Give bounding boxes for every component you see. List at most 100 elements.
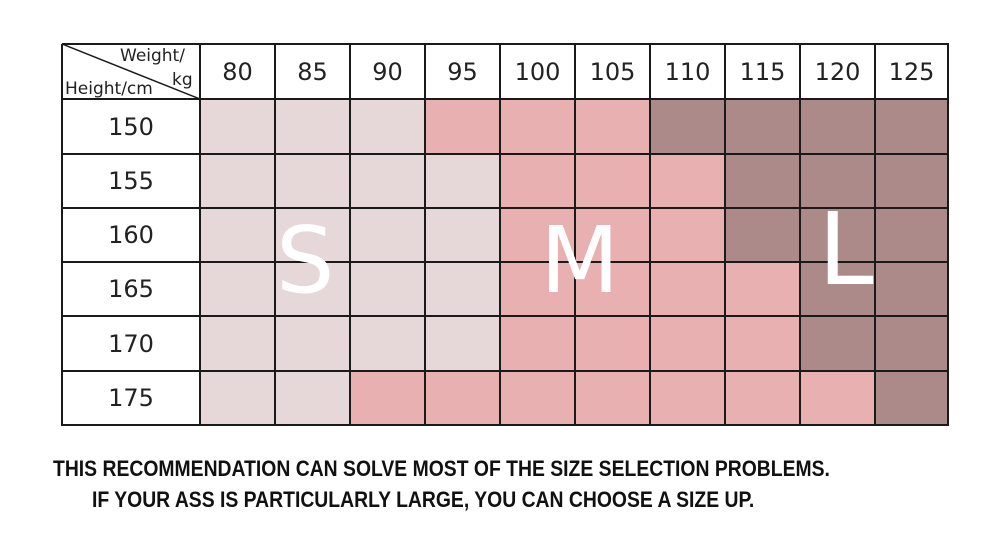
size-cell-175-85 (275, 371, 350, 425)
height-axis-label: Height/cm (65, 79, 153, 99)
corner-diagonal (62, 44, 200, 99)
grid-vline (799, 44, 801, 426)
size-cell-165-85 (275, 262, 350, 316)
grid-hline (62, 424, 949, 426)
grid-vline (499, 44, 501, 426)
height-header-175: 175 (108, 384, 154, 412)
grid-vline (947, 44, 949, 426)
size-cell-160-120 (800, 208, 875, 262)
size-cell-170-125 (875, 316, 948, 371)
note-line-1: THIS RECOMMENDATION CAN SOLVE MOST OF TH… (53, 456, 830, 481)
weight-header-95: 95 (447, 58, 478, 86)
size-cell-165-100 (500, 262, 575, 316)
grid-hline (62, 261, 949, 263)
size-cell-150-80 (200, 99, 275, 154)
size-cell-150-120 (800, 99, 875, 154)
size-cell-175-125 (875, 371, 948, 425)
size-cell-150-115 (725, 99, 800, 154)
size-cell-155-85 (275, 154, 350, 208)
grid-hline (62, 153, 949, 155)
weight-header-90: 90 (372, 58, 403, 86)
size-cell-160-100 (500, 208, 575, 262)
size-cell-175-95 (425, 371, 500, 425)
size-cell-155-125 (875, 154, 948, 208)
size-cell-175-120 (800, 371, 875, 425)
size-cell-170-85 (275, 316, 350, 371)
size-cell-170-95 (425, 316, 500, 371)
weight-header-85: 85 (297, 58, 328, 86)
size-cell-170-90 (350, 316, 425, 371)
size-cell-150-85 (275, 99, 350, 154)
height-header-155: 155 (108, 167, 154, 195)
size-cell-155-120 (800, 154, 875, 208)
size-cell-165-115 (725, 262, 800, 316)
size-cell-165-120 (800, 262, 875, 316)
grid-vline (874, 44, 876, 426)
grid-vline (424, 44, 426, 426)
size-cell-165-80 (200, 262, 275, 316)
size-cell-175-80 (200, 371, 275, 425)
grid-vline (349, 44, 351, 426)
weight-header-110: 110 (664, 58, 711, 86)
grid-vline (574, 44, 576, 426)
grid-vline (61, 44, 63, 426)
size-cell-155-95 (425, 154, 500, 208)
size-cell-160-110 (650, 208, 725, 262)
size-cell-160-115 (725, 208, 800, 262)
size-cell-160-105 (575, 208, 650, 262)
size-cell-160-85 (275, 208, 350, 262)
weight-header-105: 105 (589, 58, 636, 86)
size-cell-155-105 (575, 154, 650, 208)
weight-header-125: 125 (888, 58, 935, 86)
size-cell-170-105 (575, 316, 650, 371)
weight-header-120: 120 (814, 58, 861, 86)
grid-hline (62, 207, 949, 209)
weight-header-100: 100 (514, 58, 561, 86)
height-header-170: 170 (108, 329, 154, 358)
grid-hline (62, 370, 949, 372)
size-cell-175-110 (650, 371, 725, 425)
size-cell-165-90 (350, 262, 425, 316)
size-cell-175-90 (350, 371, 425, 425)
size-cell-155-115 (725, 154, 800, 208)
size-cell-170-115 (725, 316, 800, 371)
size-cell-155-90 (350, 154, 425, 208)
weight-header-115: 115 (739, 58, 786, 86)
grid-vline (724, 44, 726, 426)
size-cell-175-115 (725, 371, 800, 425)
size-cell-165-110 (650, 262, 725, 316)
size-cell-170-120 (800, 316, 875, 371)
size-cell-175-100 (500, 371, 575, 425)
height-header-165: 165 (108, 275, 154, 303)
size-cell-150-125 (875, 99, 948, 154)
size-cell-150-95 (425, 99, 500, 154)
size-cell-165-125 (875, 262, 948, 316)
size-cell-170-80 (200, 316, 275, 371)
size-letter-M: M (540, 207, 620, 314)
size-cell-160-95 (425, 208, 500, 262)
grid-hline (62, 98, 949, 100)
size-cell-175-105 (575, 371, 650, 425)
grid-vline (199, 44, 201, 426)
height-header-150: 150 (108, 112, 154, 141)
size-cell-155-110 (650, 154, 725, 208)
size-cell-160-125 (875, 208, 948, 262)
size-cell-150-110 (650, 99, 725, 154)
grid-hline (62, 315, 949, 317)
size-cell-170-110 (650, 316, 725, 371)
note-line-2: IF YOUR ASS IS PARTICULARLY LARGE, YOU C… (92, 487, 755, 512)
size-cell-170-100 (500, 316, 575, 371)
size-cell-150-100 (500, 99, 575, 154)
size-cell-165-95 (425, 262, 500, 316)
weight-header-80: 80 (222, 58, 253, 86)
size-letter-L: L (818, 191, 874, 308)
weight-axis-label: Weight/ (120, 46, 185, 66)
size-cell-160-80 (200, 208, 275, 262)
size-cell-150-90 (350, 99, 425, 154)
size-cell-150-105 (575, 99, 650, 154)
size-cell-165-105 (575, 262, 650, 316)
size-cell-160-90 (350, 208, 425, 262)
grid-vline (274, 44, 276, 426)
